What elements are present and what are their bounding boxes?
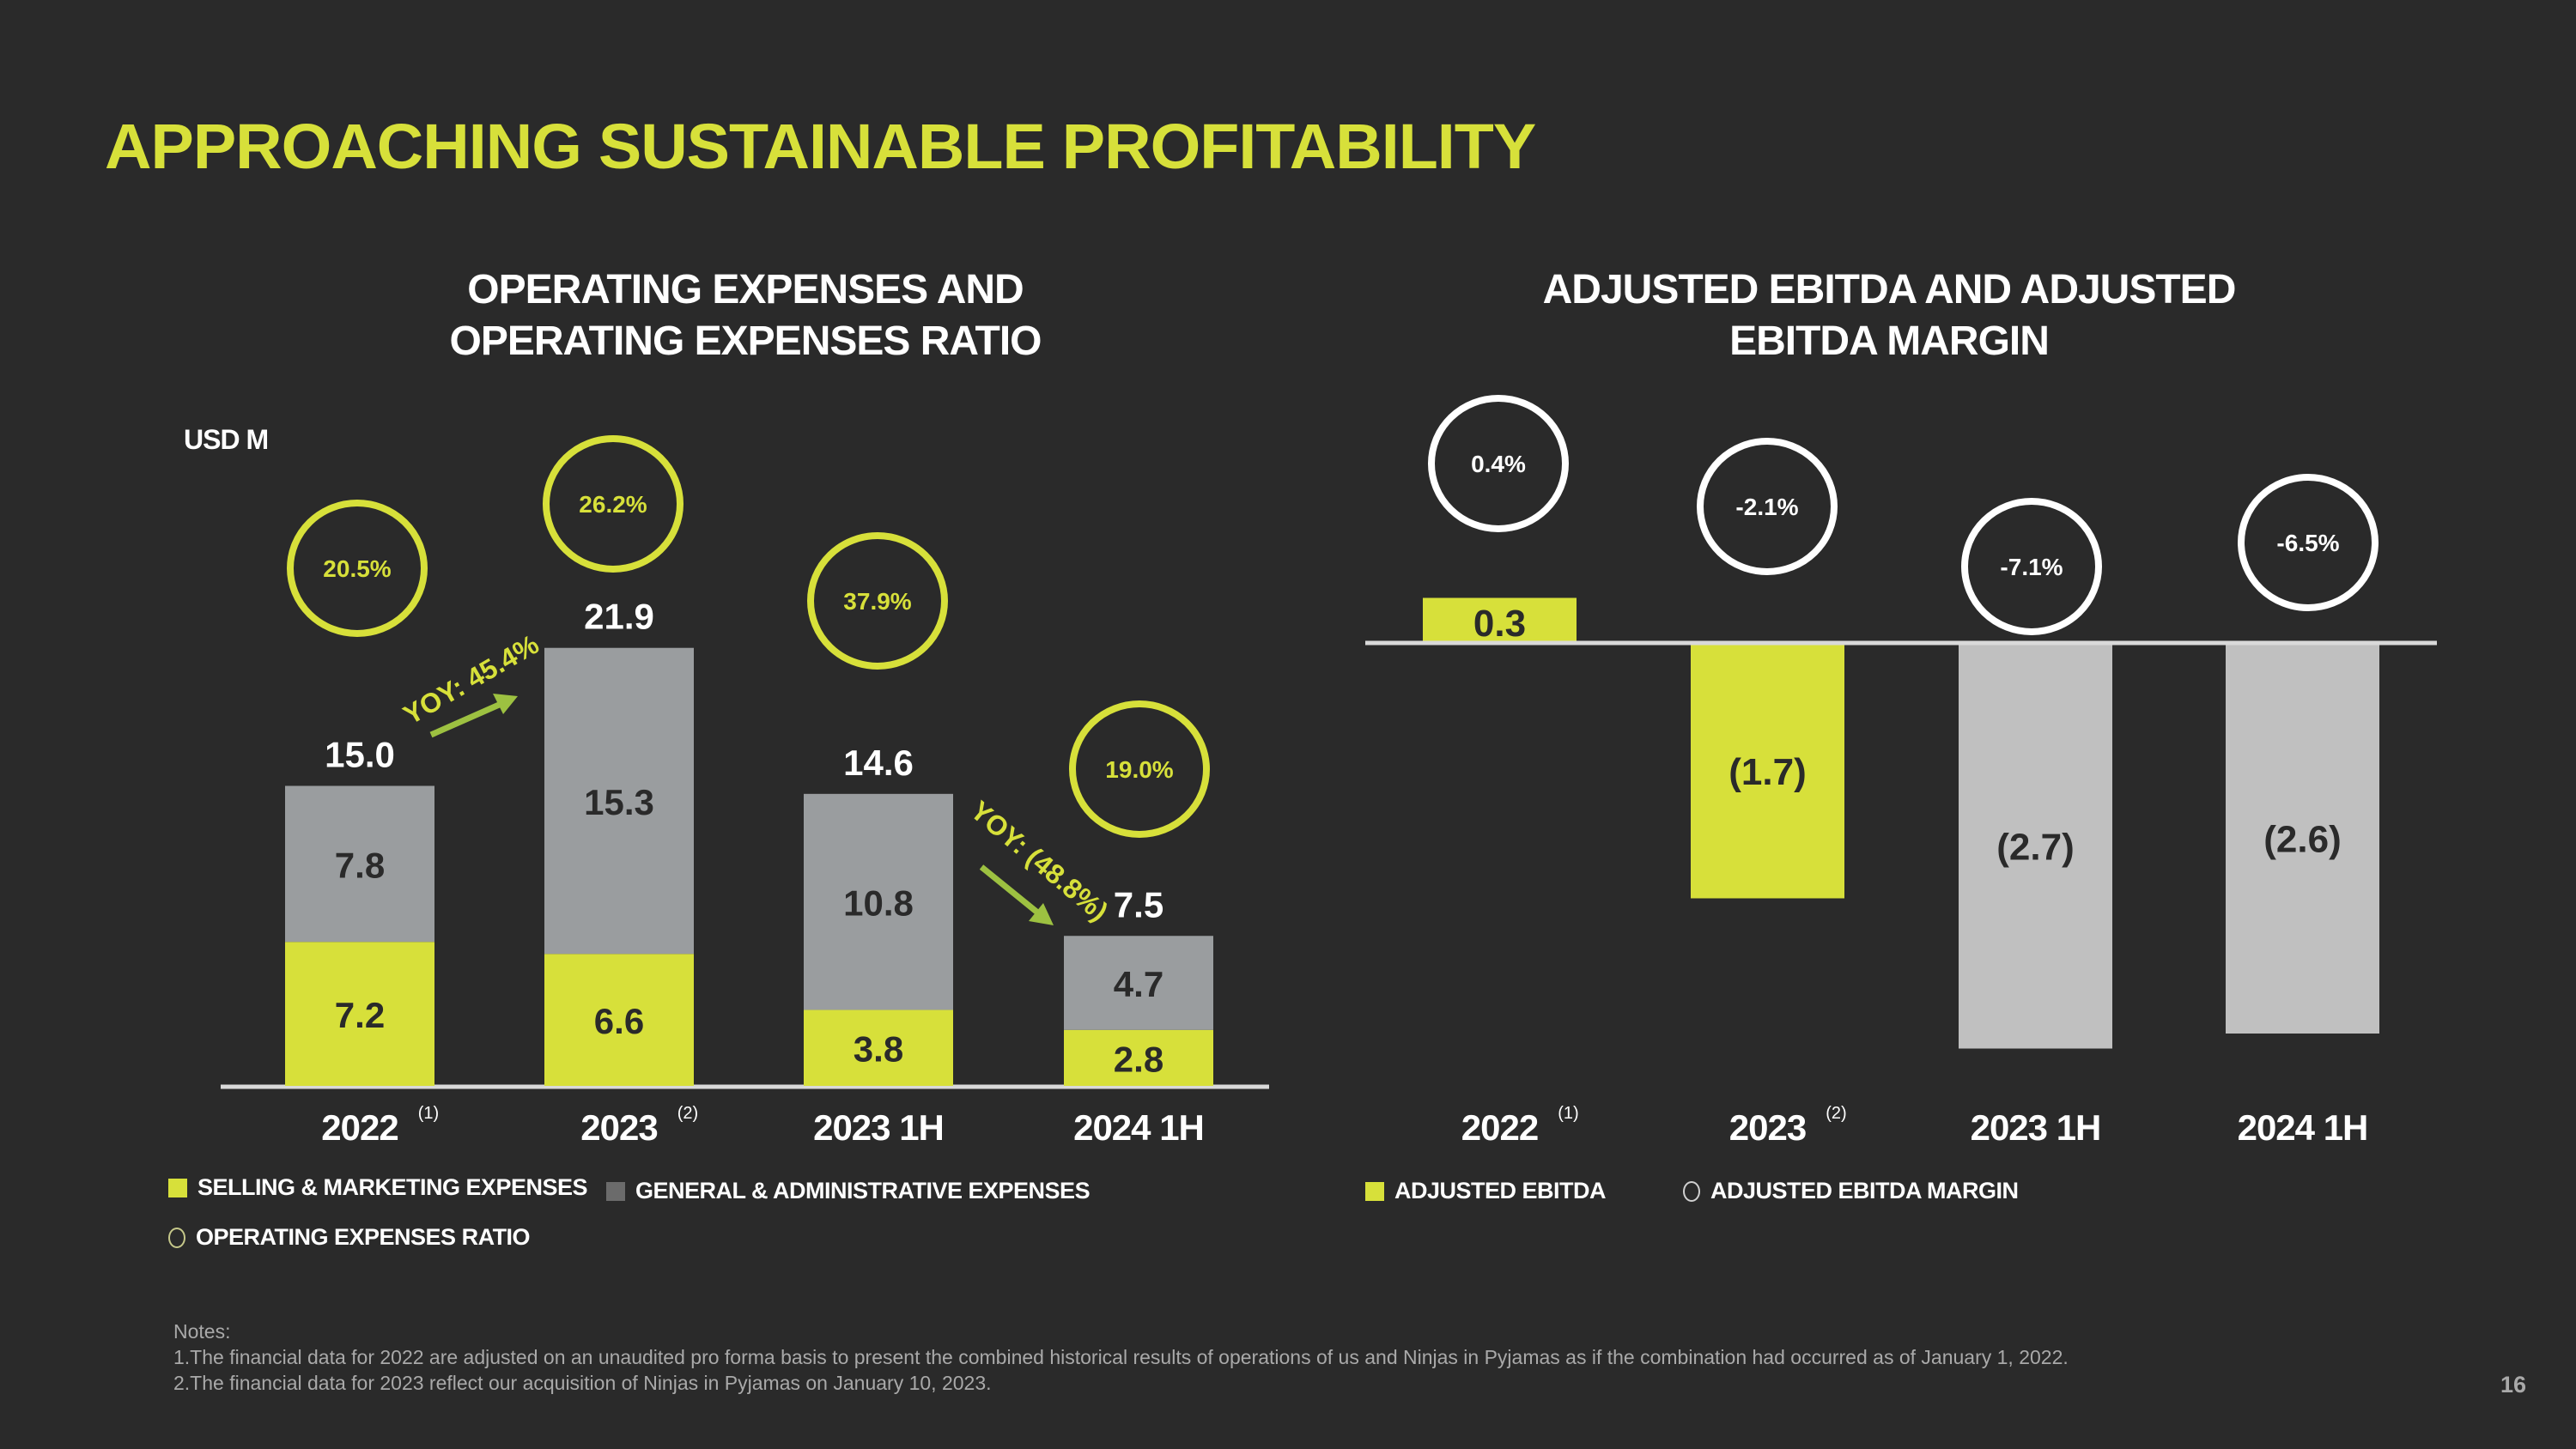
bar-total-label: 14.6 — [843, 743, 914, 783]
bar-label-general-admin: 10.8 — [843, 883, 914, 924]
bar-label-selling-marketing: 6.6 — [594, 1001, 644, 1041]
x-tick-label: 2022 — [321, 1107, 398, 1148]
x-tick-label: 2024 1H — [1073, 1107, 1204, 1148]
opex-ratio-ring — [807, 532, 948, 670]
bar-adjusted-ebitda-negative — [2226, 643, 2379, 1034]
opex-chart-title-line-1: OPERATING EXPENSES AND — [467, 267, 1024, 312]
yoy-arrowhead-down — [1029, 903, 1054, 925]
x-tick-footnote: (1) — [1558, 1104, 1578, 1123]
bar-total-label: 21.9 — [584, 597, 654, 637]
legend-item-opex-ratio: OPERATING EXPENSES RATIO — [168, 1224, 531, 1251]
legend-label: GENERAL & ADMINISTRATIVE EXPENSES — [635, 1178, 1091, 1203]
opex-chart-title-line-2: OPERATING EXPENSES RATIO — [449, 318, 1042, 364]
legend-square-yellow-icon — [168, 1178, 187, 1197]
ebitda-margin-label: -7.1% — [2000, 554, 2063, 580]
opex-ratio-label: 20.5% — [323, 555, 391, 582]
bar-selling-marketing — [1064, 1029, 1213, 1086]
bar-label-adjusted-ebitda: 0.3 — [1473, 603, 1526, 645]
legend-square-yellow-icon — [1365, 1181, 1384, 1201]
bar-selling-marketing — [804, 1009, 953, 1086]
bar-selling-marketing — [544, 954, 694, 1086]
yoy-arrow-up — [429, 699, 507, 738]
bar-total-label: 15.0 — [325, 735, 395, 775]
legend-label: OPERATING EXPENSES RATIO — [196, 1224, 531, 1250]
notes-heading: Notes: — [173, 1320, 231, 1343]
x-tick-label: 2024 1H — [2238, 1107, 2368, 1148]
ebitda-margin-label: 0.4% — [1471, 451, 1526, 477]
bar-general-admin — [804, 793, 953, 1010]
legend-label: SELLING & MARKETING EXPENSES — [197, 1174, 588, 1200]
ebitda-chart-title-line-2: EBITDA MARGIN — [1729, 318, 2050, 364]
opex-ratio-ring — [1069, 700, 1210, 838]
opex-ratio-label: 19.0% — [1105, 756, 1173, 783]
ebitda-margin-label: -2.1% — [1735, 494, 1798, 520]
opex-ratio-label: 37.9% — [843, 588, 911, 615]
legend-item-general-admin: GENERAL & ADMINISTRATIVE EXPENSES — [606, 1178, 1091, 1204]
ebitda-chart-title: ADJUSTED EBITDA AND ADJUSTED EBITDA MARG… — [1460, 264, 2318, 367]
x-tick-label: 2023 1H — [813, 1107, 944, 1148]
bar-label-general-admin: 4.7 — [1114, 964, 1163, 1004]
bar-selling-marketing — [285, 942, 434, 1086]
ebitda-margin-ring — [1697, 438, 1838, 575]
ebitda-margin-ring — [1428, 395, 1569, 532]
opex-ratio-ring — [543, 435, 683, 573]
ebitda-margin-ring — [1961, 498, 2102, 635]
notes: Notes: 1.The financial data for 2022 are… — [173, 1319, 2069, 1396]
legend-item-selling-marketing: SELLING & MARKETING EXPENSES — [168, 1174, 588, 1201]
yoy-arrowhead-up — [493, 694, 518, 714]
bar-adjusted-ebitda-positive — [1423, 597, 1577, 643]
bar-adjusted-ebitda-negative — [1959, 643, 2112, 1049]
bar-total-label: 7.5 — [1114, 884, 1163, 925]
opex-ratio-ring — [287, 500, 428, 637]
bar-label-general-admin: 15.3 — [584, 782, 654, 822]
bar-general-admin — [544, 647, 694, 955]
ebitda-margin-ring — [2238, 474, 2379, 611]
legend-label: ADJUSTED EBITDA — [1394, 1178, 1607, 1203]
bar-label-selling-marketing: 3.8 — [854, 1029, 903, 1070]
bar-adjusted-ebitda-negative — [1691, 643, 1844, 899]
legend-item-ebitda-margin: ADJUSTED EBITDA MARGIN — [1683, 1178, 2019, 1204]
ebitda-chart-title-line-1: ADJUSTED EBITDA AND ADJUSTED — [1542, 267, 2237, 312]
bar-general-admin — [1064, 936, 1213, 1030]
page-number: 16 — [2500, 1372, 2527, 1397]
bar-label-adjusted-ebitda: (2.6) — [2263, 819, 2341, 861]
x-tick-footnote: (1) — [418, 1104, 439, 1123]
bar-general-admin — [285, 785, 434, 943]
ebitda-margin-label: -6.5% — [2276, 530, 2339, 556]
x-tick-label: 2023 1H — [1971, 1107, 2101, 1148]
x-tick-footnote: (2) — [677, 1104, 698, 1123]
bar-label-selling-marketing: 2.8 — [1114, 1039, 1163, 1079]
x-tick-label: 2023 — [1729, 1107, 1806, 1148]
page-title: APPROACHING SUSTAINABLE PROFITABILITY — [105, 111, 1536, 182]
x-tick-label: 2022 — [1461, 1107, 1538, 1148]
note-1: 1.The financial data for 2022 are adjust… — [173, 1346, 2069, 1368]
x-tick-label: 2023 — [580, 1107, 657, 1148]
yoy-arrow-down — [979, 864, 1043, 918]
opex-chart-title: OPERATING EXPENSES AND OPERATING EXPENSE… — [393, 264, 1097, 367]
legend-item-adjusted-ebitda: ADJUSTED EBITDA — [1365, 1178, 1607, 1204]
bar-label-selling-marketing: 7.2 — [335, 995, 385, 1035]
bar-label-adjusted-ebitda: (1.7) — [1728, 751, 1806, 793]
legend-circle-icon — [168, 1227, 185, 1248]
legend-square-gray-icon — [606, 1181, 625, 1201]
opex-ratio-label: 26.2% — [579, 491, 647, 518]
legend-circle-icon — [1683, 1180, 1700, 1202]
bar-label-general-admin: 7.8 — [335, 845, 385, 885]
unit-label: USD M — [184, 424, 269, 455]
legend-label: ADJUSTED EBITDA MARGIN — [1710, 1178, 2019, 1203]
x-tick-footnote: (2) — [1826, 1104, 1846, 1123]
note-2: 2.The financial data for 2023 reflect ou… — [173, 1372, 992, 1394]
bar-label-adjusted-ebitda: (2.7) — [1996, 826, 2074, 868]
